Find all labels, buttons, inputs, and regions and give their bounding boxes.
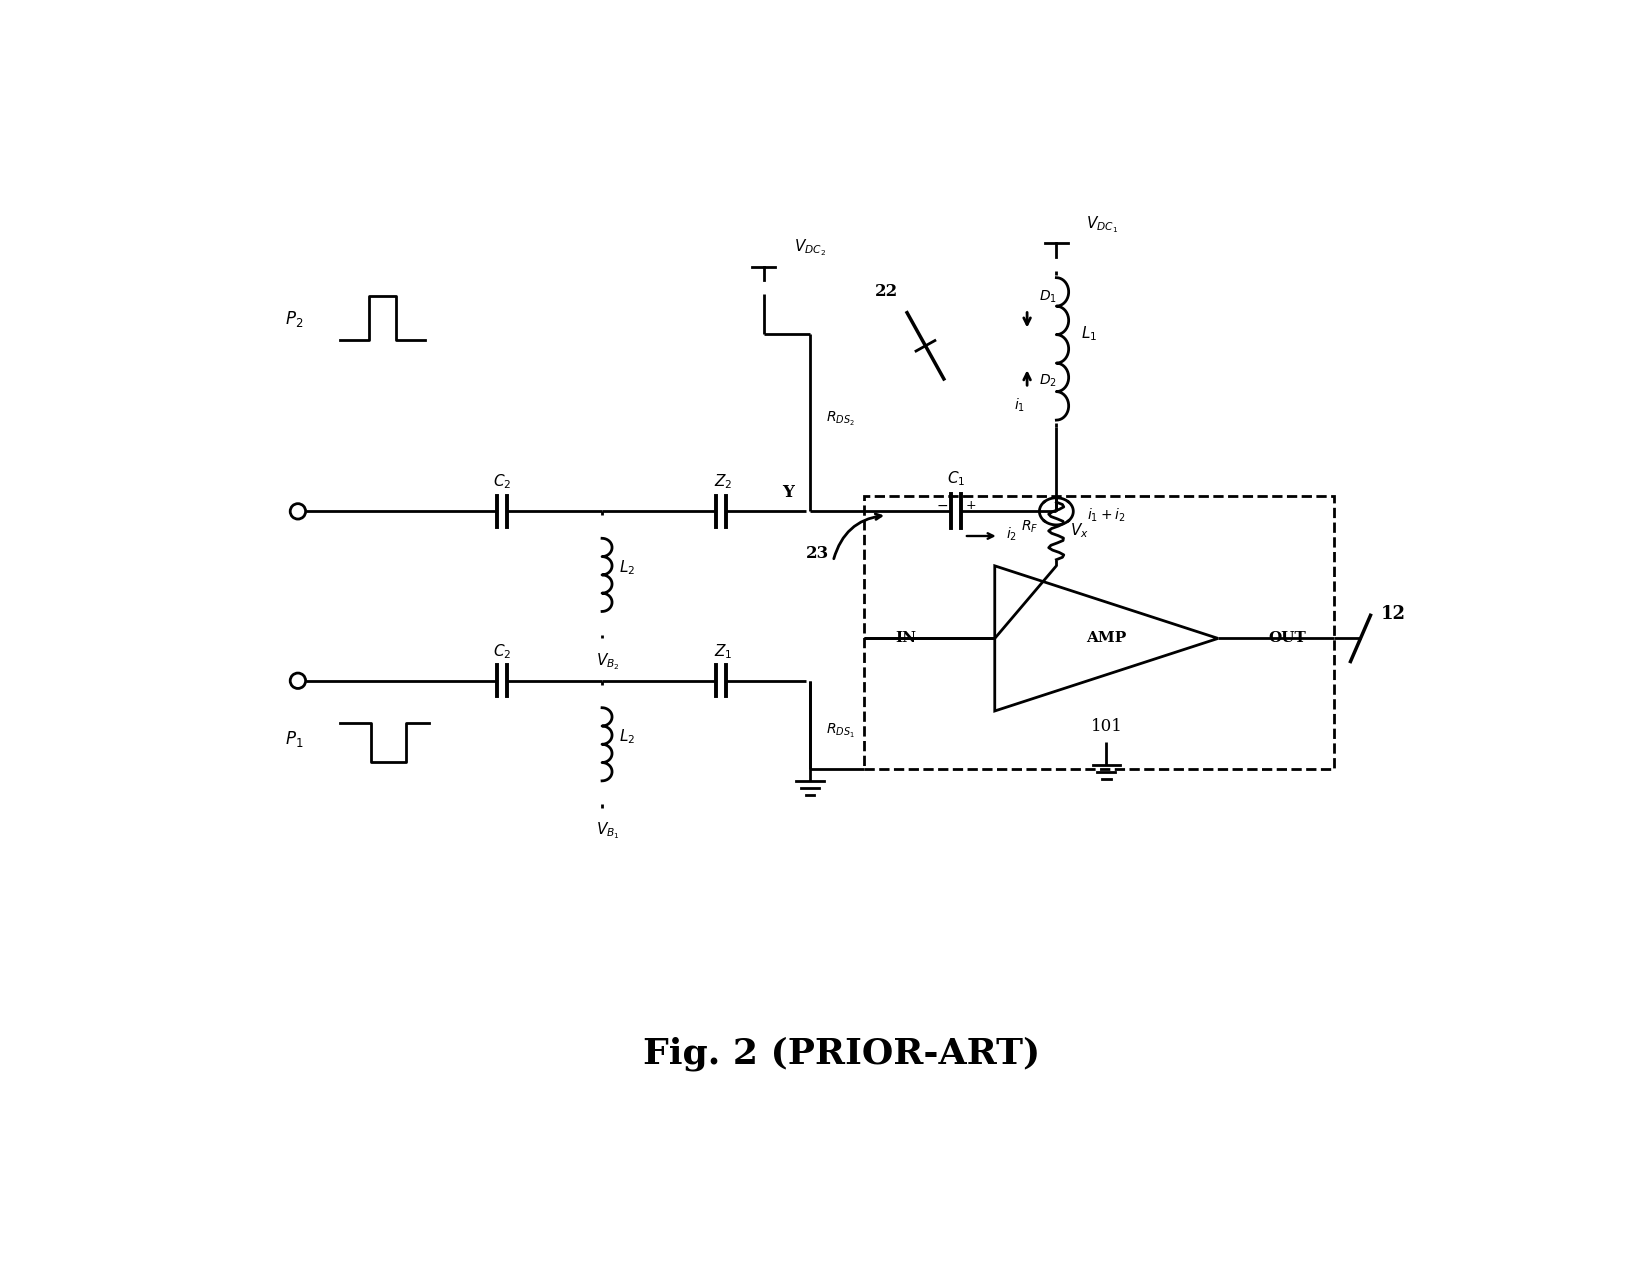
Text: $C_2$: $C_2$: [493, 642, 511, 661]
Text: $D_2$: $D_2$: [1039, 372, 1057, 389]
Text: $i_1$: $i_1$: [1013, 397, 1025, 413]
Text: $V_{DC_1}$: $V_{DC_1}$: [1087, 214, 1118, 235]
Text: $P_1$: $P_1$: [284, 728, 304, 749]
Text: $-$: $-$: [936, 498, 947, 512]
Text: $P_2$: $P_2$: [286, 309, 304, 329]
Text: $C_2$: $C_2$: [493, 473, 511, 492]
Bar: [864, 496, 1333, 769]
Text: $Z_2$: $Z_2$: [714, 473, 732, 492]
Text: $R_{DS_2}$: $R_{DS_2}$: [826, 410, 855, 428]
Text: AMP: AMP: [1087, 632, 1126, 646]
Text: $L_2$: $L_2$: [619, 557, 635, 577]
Text: $Z_1$: $Z_1$: [714, 642, 732, 661]
Text: $i_2$: $i_2$: [1007, 525, 1018, 543]
Text: $i_1+i_2$: $i_1+i_2$: [1087, 507, 1126, 524]
Text: $V_{DC_2}$: $V_{DC_2}$: [795, 238, 826, 258]
Text: 12: 12: [1381, 605, 1406, 623]
Text: $V_{B_1}$: $V_{B_1}$: [596, 820, 621, 841]
Text: Y: Y: [783, 484, 795, 501]
Text: $R_{DS_1}$: $R_{DS_1}$: [826, 722, 855, 740]
Text: 23: 23: [806, 546, 829, 562]
Text: $L_2$: $L_2$: [619, 727, 635, 746]
Text: OUT: OUT: [1269, 632, 1307, 646]
Text: $V_x$: $V_x$: [1071, 521, 1089, 541]
Text: 22: 22: [875, 284, 898, 300]
Text: 101: 101: [1090, 719, 1123, 736]
Text: $C_1$: $C_1$: [947, 470, 965, 488]
Text: Fig. 2 (PRIOR-ART): Fig. 2 (PRIOR-ART): [644, 1037, 1039, 1071]
Text: $V_{B_2}$: $V_{B_2}$: [596, 651, 621, 672]
Text: $L_1$: $L_1$: [1080, 324, 1097, 343]
Text: $R_F$: $R_F$: [1021, 519, 1038, 535]
Text: $+$: $+$: [965, 498, 977, 512]
Text: IN: IN: [895, 632, 916, 646]
Text: $D_1$: $D_1$: [1039, 289, 1057, 304]
